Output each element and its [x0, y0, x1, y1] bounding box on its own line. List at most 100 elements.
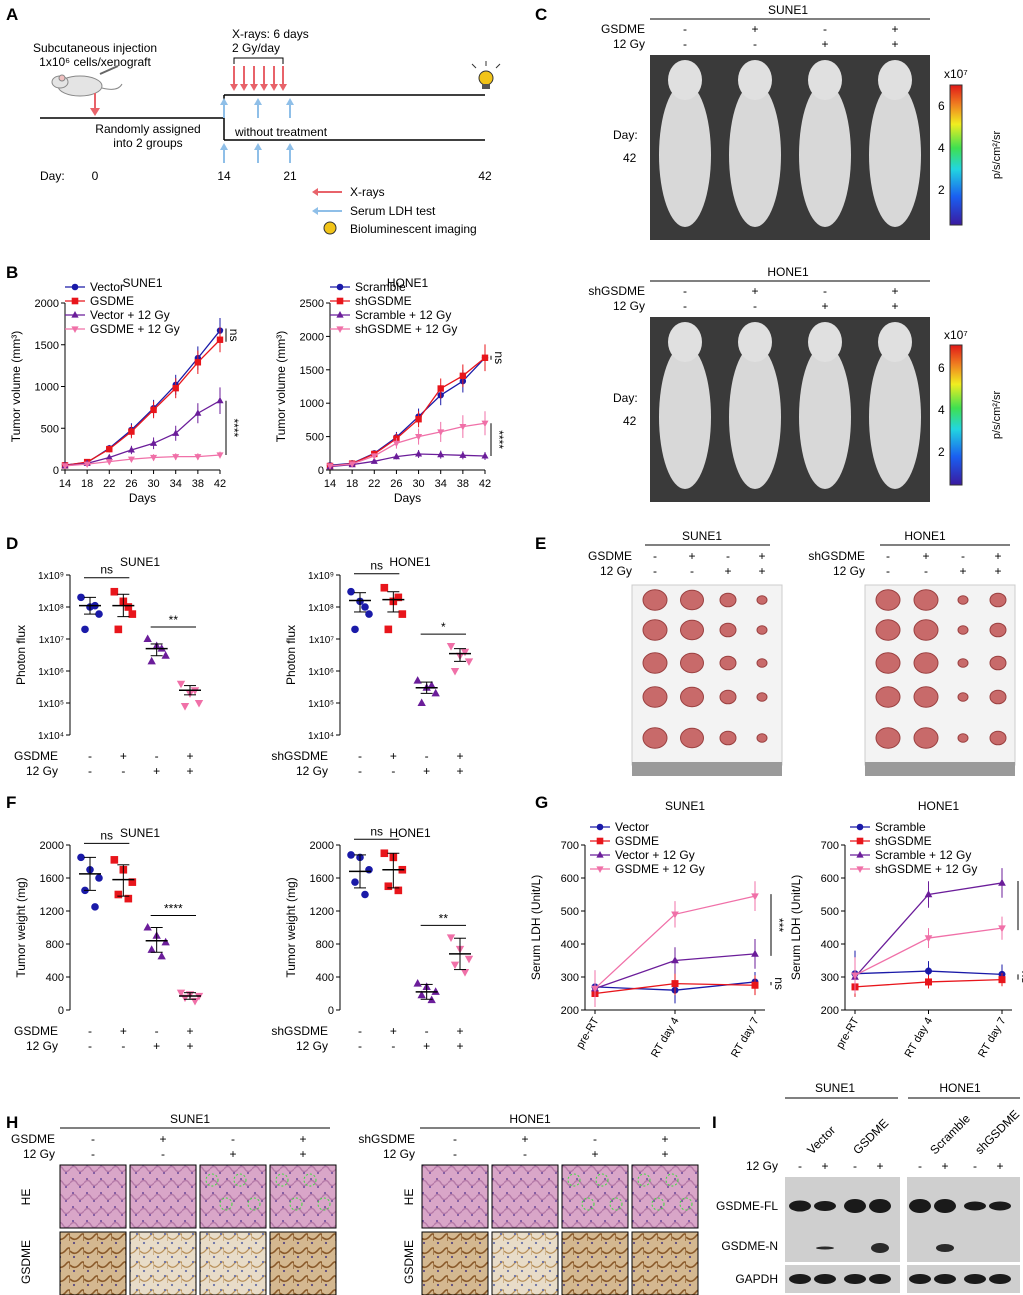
- panel-c-imaging: SUNE1 GSDME 12 Gy - + - +- - + + Day: 42 x10⁷ …: [588, 3, 1003, 502]
- row2-sign: +: [423, 1039, 430, 1053]
- x-tick-label: 26: [390, 478, 402, 490]
- panel-a-schematic: Subcutaneous injection 1x10⁶ cells/xenog…: [33, 27, 501, 236]
- assign-label-1: Randomly assigned: [95, 122, 200, 136]
- h-sune1-sign-row2-1: -: [161, 1147, 165, 1161]
- day-prefix: Day:: [40, 169, 65, 183]
- row2-sign: +: [153, 764, 160, 778]
- c-hone1-cbar-tick-2: 2: [938, 445, 945, 459]
- legend-label: Vector: [90, 280, 124, 294]
- x-tick-label: 14: [59, 478, 71, 490]
- h-hone1-sign-row2-0: -: [453, 1147, 457, 1161]
- c-hone1-colorbar-title: p/s/cm²/sr: [991, 391, 1003, 440]
- legend-label: shGSDME: [875, 834, 932, 848]
- data-point: [347, 851, 355, 859]
- row2-label: 12 Gy: [26, 764, 58, 778]
- data-point: [143, 922, 152, 931]
- ldh-arrowhead-1-0: [254, 98, 262, 105]
- y-tick-label: 1x10⁷: [309, 635, 335, 646]
- row1-sign: +: [456, 1024, 463, 1038]
- tumor: [875, 686, 901, 708]
- chart-title: HONE1: [389, 555, 431, 569]
- i-band-fl-label: GSDME-FL: [716, 1199, 778, 1213]
- i-gy-sign-2: -: [853, 1159, 857, 1173]
- data-point: [347, 587, 355, 596]
- x-tick-label: 30: [147, 478, 159, 490]
- h-sune1-he-label: HE: [19, 1189, 33, 1206]
- xray-arrows: [230, 66, 287, 91]
- chart-d-sune1: SUNE1 Photon flux 1x10⁴ 1x10⁵ 1x10⁶ 1x10⁷ 1x10…: [14, 555, 204, 778]
- data-point: [380, 583, 389, 592]
- tumor: [719, 622, 737, 638]
- data-point: [591, 985, 599, 993]
- row1-sign: +: [120, 1024, 127, 1038]
- y-axis-label: Serum LDH (Unit/L): [789, 875, 803, 980]
- necrosis-outline: [567, 1173, 581, 1187]
- mouse-head: [738, 60, 772, 100]
- tumor: [989, 592, 1007, 608]
- data-point: [851, 972, 859, 980]
- x-tick-label: 34: [435, 478, 447, 490]
- data-point: [81, 625, 89, 634]
- y-tick-label: 1x10⁵: [38, 699, 64, 710]
- e-sune1-ruler: [632, 762, 782, 776]
- necrosis-outline: [581, 1197, 595, 1211]
- data-point: [95, 874, 103, 882]
- chart-d-hone1: HONE1 Photon flux 1x10⁴ 1x10⁵ 1x10⁶ 1x10⁷ 1x10…: [271, 555, 474, 778]
- data-point: [124, 603, 133, 611]
- panel-letter-b: B: [6, 263, 18, 282]
- ihc-tile: [269, 1231, 337, 1295]
- ihc-tile: [631, 1231, 699, 1295]
- xray-bracket: [233, 57, 284, 64]
- y-tick-label: 700: [821, 840, 839, 852]
- y-tick-label: 600: [561, 873, 579, 885]
- chart-f-sune1: SUNE1 Tumor weight (mg) 0 400 800 1200 1600 200…: [14, 826, 204, 1053]
- row2-label: 12 Gy: [26, 1039, 58, 1053]
- mouse-body: [799, 345, 851, 489]
- data-point: [128, 428, 135, 435]
- h-hone1-he-label: HE: [402, 1189, 416, 1206]
- gsdme-fl-band: [964, 1201, 986, 1211]
- legend-marker: [336, 283, 344, 291]
- ihc-tile: [421, 1231, 489, 1295]
- necrosis-outline: [651, 1197, 665, 1211]
- data-point: [150, 406, 157, 414]
- y-tick-label: 1500: [300, 365, 324, 377]
- necrosis-outline: [247, 1197, 261, 1211]
- x-tick-label: RT day 4: [903, 1016, 936, 1060]
- panel-letters: A B C D E F G H I: [6, 5, 717, 1132]
- gsdme-fl-band: [909, 1199, 931, 1213]
- tumor: [957, 692, 969, 702]
- day-21: 21: [283, 169, 297, 183]
- legend-label: Scramble + 12 Gy: [875, 848, 971, 862]
- y-tick-label: 1x10⁴: [308, 731, 334, 742]
- row1-sign: +: [120, 749, 127, 763]
- y-axis-label: Tumor weight (mg): [14, 877, 28, 977]
- tumor: [989, 622, 1007, 638]
- data-point: [365, 610, 373, 618]
- xray-arrowhead-3: [260, 84, 268, 91]
- chart-title: SUNE1: [665, 799, 705, 813]
- legend-marker: [71, 326, 79, 333]
- y-tick-label: 1x10⁸: [308, 603, 334, 614]
- data-point: [459, 451, 467, 458]
- i-band-n-label: GSDME-N: [721, 1239, 778, 1253]
- c-sune1-colorbar: [949, 84, 963, 226]
- mouse-head: [668, 322, 702, 362]
- c-sune1-title: SUNE1: [768, 3, 808, 17]
- data-point: [194, 409, 202, 416]
- mouse-body: [869, 83, 921, 227]
- data-point: [437, 450, 445, 458]
- h-hone1-row2-label: 12 Gy: [383, 1147, 415, 1161]
- y-tick-label: 1500: [35, 340, 59, 352]
- mouse-body: [799, 83, 851, 227]
- data-point: [394, 886, 403, 895]
- y-tick-label: 1x10⁴: [38, 731, 64, 742]
- row1-sign: -: [155, 1024, 159, 1038]
- legend-marker: [71, 283, 79, 291]
- tumor: [756, 692, 768, 702]
- ihc-tile: [561, 1231, 629, 1295]
- c-hone1-cbar-tick-6: 6: [938, 361, 945, 375]
- sig-label: ****: [492, 430, 506, 449]
- gapdh-band: [909, 1274, 931, 1284]
- legend-ldh: Serum LDH test: [312, 204, 436, 218]
